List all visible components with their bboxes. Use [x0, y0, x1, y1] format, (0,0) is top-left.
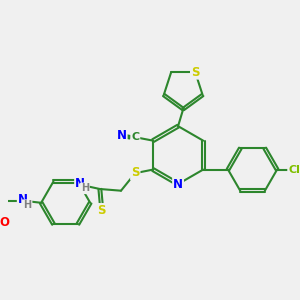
Text: Cl: Cl: [288, 165, 300, 175]
Text: S: S: [191, 66, 200, 79]
Text: N: N: [117, 129, 127, 142]
Text: O: O: [0, 216, 9, 229]
Text: H: H: [81, 183, 89, 193]
Text: N: N: [173, 178, 183, 190]
Text: S: S: [97, 204, 106, 217]
Text: H: H: [23, 200, 32, 210]
Text: C: C: [131, 131, 140, 142]
Text: N: N: [75, 177, 85, 190]
Text: S: S: [131, 167, 140, 179]
Text: N: N: [18, 193, 28, 206]
